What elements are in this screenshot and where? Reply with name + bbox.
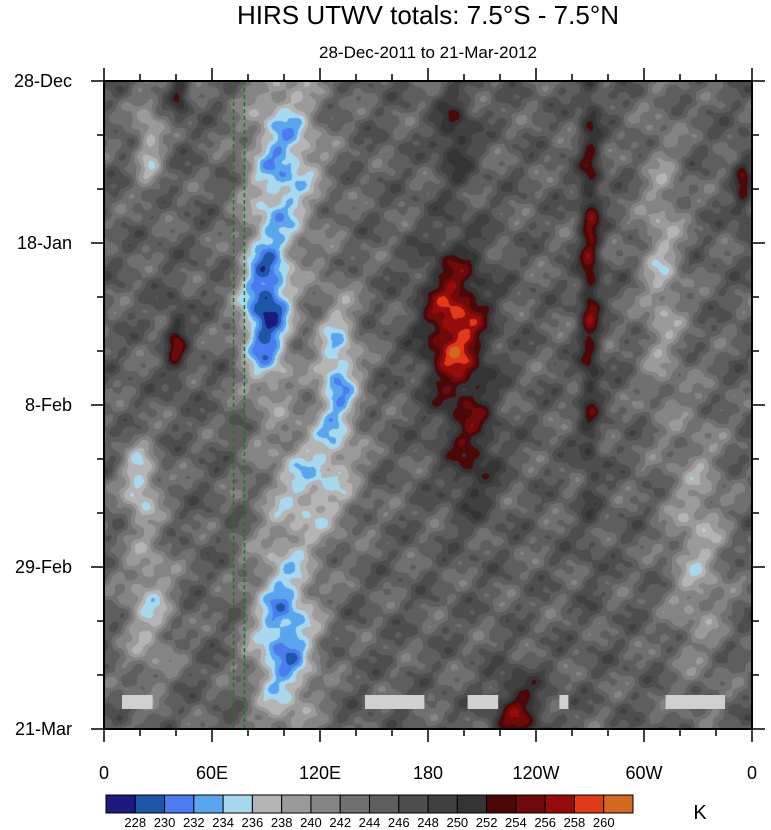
y-tick-label: 28-Dec — [14, 71, 72, 91]
y-tick-label: 29-Feb — [15, 557, 72, 577]
colorbar-label: 230 — [154, 815, 176, 830]
colorbar-label: 238 — [271, 815, 293, 830]
axes: 0 60E 120E 180 120W 60W 0 28-Dec 18-Jan 8-Feb 29-F… — [14, 68, 765, 783]
colorbar-box — [456, 794, 488, 814]
colorbar-box — [603, 794, 634, 814]
y-tick-label: 18-Jan — [17, 233, 72, 253]
x-tick-label: 60W — [625, 763, 662, 783]
colorbar-box — [573, 794, 605, 814]
colorbar-label: 260 — [593, 815, 615, 830]
colorbar-label: 240 — [300, 815, 322, 830]
x-tick-label: 120W — [512, 763, 559, 783]
plot-area — [104, 81, 752, 729]
colorbar-label: 242 — [329, 815, 351, 830]
colorbar-box — [193, 794, 224, 814]
colorbar-box — [310, 794, 341, 814]
missing-data-segment — [365, 695, 425, 709]
colorbar-box — [105, 794, 136, 814]
colorbar-box — [251, 794, 283, 814]
colorbar-box — [164, 794, 195, 814]
x-tick-label: 120E — [299, 763, 341, 783]
units-label: K — [693, 802, 707, 824]
x-tick-label: 0 — [747, 763, 757, 783]
colorbar-label: 256 — [534, 815, 556, 830]
colorbar: 228 230 232 234 236 238 240 242 244 246 248 250 252 2… — [105, 794, 634, 830]
contour-field — [104, 81, 752, 729]
missing-data-segment — [665, 695, 725, 709]
colorbar-label: 254 — [505, 815, 527, 830]
colorbar-label: 234 — [212, 815, 234, 830]
colorbar-label: 228 — [124, 815, 146, 830]
x-tick-label: 180 — [413, 763, 443, 783]
chart-subtitle: 28-Dec-2011 to 21-Mar-2012 — [319, 43, 537, 62]
missing-data-segment — [467, 695, 499, 709]
colorbar-label: 236 — [242, 815, 264, 830]
x-tick-label: 0 — [99, 763, 109, 783]
y-tick-label: 8-Feb — [25, 395, 72, 415]
colorbar-label: 248 — [417, 815, 439, 830]
colorbar-label: 244 — [359, 815, 381, 830]
colorbar-box — [427, 794, 458, 814]
y-tick-label: 21-Mar — [15, 719, 72, 739]
missing-data-segment — [559, 695, 569, 709]
colorbar-box — [222, 794, 253, 814]
chart-title: HIRS UTWV totals: 7.5°S - 7.5°N — [237, 0, 619, 30]
x-tick-label: 60E — [196, 763, 228, 783]
colorbar-box — [544, 794, 575, 814]
colorbar-box — [339, 794, 371, 814]
colorbar-label: 252 — [476, 815, 498, 830]
missing-data-segment — [122, 695, 153, 709]
colorbar-box — [281, 794, 312, 814]
colorbar-label: 232 — [183, 815, 205, 830]
colorbar-box — [398, 794, 429, 814]
colorbar-label: 258 — [564, 815, 586, 830]
colorbar-box — [134, 794, 166, 814]
colorbar-label: 246 — [388, 815, 410, 830]
colorbar-box — [515, 794, 546, 814]
colorbar-box — [486, 794, 517, 814]
colorbar-box — [369, 794, 400, 814]
colorbar-label: 250 — [446, 815, 468, 830]
